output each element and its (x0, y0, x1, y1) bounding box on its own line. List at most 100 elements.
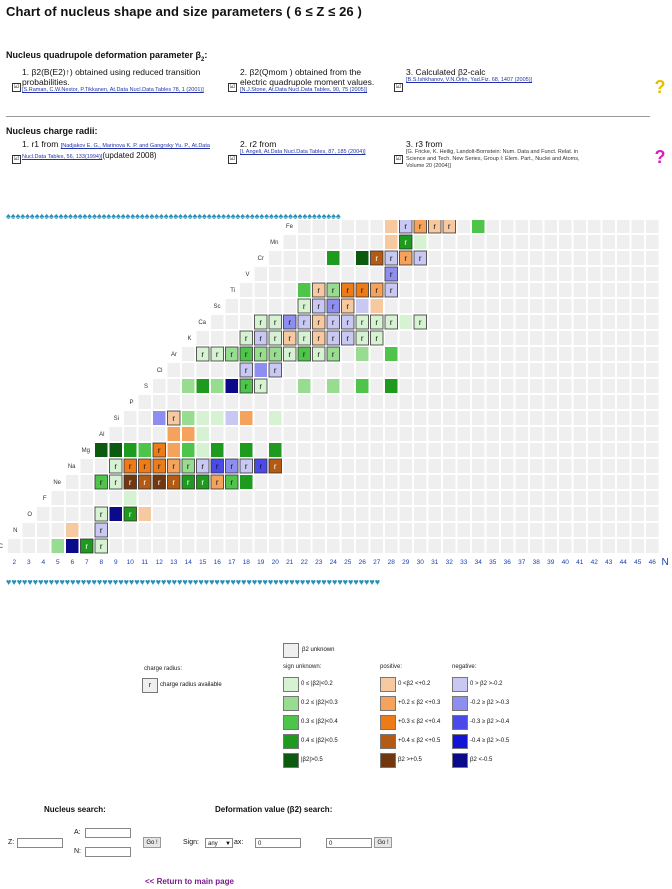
nuclide-cell[interactable] (588, 491, 601, 505)
nuclide-cell[interactable] (298, 235, 311, 249)
nuclide-cell[interactable] (312, 379, 326, 393)
nuclide-cell[interactable] (428, 220, 442, 234)
nuclide-cell[interactable] (602, 523, 616, 537)
element-label[interactable]: Ca (198, 320, 206, 326)
nuclide-cell[interactable] (631, 315, 645, 329)
nuclide-cell[interactable] (312, 363, 326, 377)
nuclide-cell[interactable] (80, 491, 94, 505)
nuclide-cell[interactable] (559, 220, 572, 233)
nuclide-cell[interactable] (312, 427, 326, 441)
nuclide-cell[interactable] (312, 411, 326, 425)
nuclide-cell[interactable] (602, 539, 616, 553)
nuclide-cell[interactable] (341, 251, 355, 265)
nuclide-cell[interactable] (544, 331, 558, 345)
nuclide-cell[interactable] (646, 251, 659, 265)
nuclide-cell[interactable] (385, 475, 398, 489)
nuclide-cell[interactable] (225, 539, 239, 553)
nuclide-cell[interactable] (196, 539, 210, 553)
nuclide-cell[interactable] (312, 395, 326, 409)
nuclide-cell[interactable] (413, 314, 427, 330)
nuclide-cell[interactable] (428, 251, 442, 265)
nuclide-cell[interactable] (326, 282, 340, 298)
element-label[interactable]: P (129, 400, 133, 406)
nuclide-cell[interactable] (443, 539, 456, 553)
nuclide-cell[interactable] (399, 411, 413, 425)
nuclide-cell[interactable] (240, 299, 253, 313)
nuclide-cell[interactable] (298, 475, 311, 489)
nuclide-cell[interactable] (254, 283, 268, 297)
nuclide-cell[interactable] (356, 427, 369, 441)
nuclide-cell[interactable] (544, 220, 558, 233)
nuclide-cell[interactable] (152, 474, 166, 490)
nuclide-cell[interactable] (211, 443, 224, 457)
nuclide-cell[interactable] (399, 427, 413, 441)
nuclide-cell[interactable] (138, 539, 152, 553)
nuclide-cell[interactable] (254, 539, 268, 553)
nuclide-cell[interactable] (515, 475, 529, 489)
nuclide-cell[interactable] (501, 331, 514, 345)
nuclide-cell[interactable] (486, 539, 500, 553)
nuclide-cell[interactable] (370, 330, 384, 346)
nuclide-cell[interactable] (573, 283, 587, 297)
nuclide-cell[interactable] (631, 347, 645, 361)
nuclide-cell[interactable] (312, 539, 326, 553)
nuclide-cell[interactable] (225, 299, 239, 313)
nuclide-cell[interactable] (399, 491, 413, 505)
nuclide-cell[interactable] (124, 411, 137, 425)
nuclide-cell[interactable] (472, 315, 485, 329)
nuclide-cell[interactable] (399, 234, 413, 250)
nuclide-cell[interactable] (617, 347, 630, 361)
nuclide-cell[interactable] (544, 427, 558, 441)
nuclide-cell[interactable] (631, 235, 645, 249)
nuclide-cell[interactable] (515, 491, 529, 505)
nuclide-cell[interactable] (225, 315, 239, 329)
nuclide-cell[interactable] (631, 411, 645, 425)
nuclide-cell[interactable] (501, 267, 514, 281)
nuclide-cell[interactable] (240, 427, 253, 441)
nuclide-cell[interactable] (428, 491, 442, 505)
nuclide-cell[interactable] (312, 330, 326, 346)
nuclide-cell[interactable] (370, 314, 384, 330)
nuclide-cell[interactable] (211, 315, 224, 329)
nuclide-cell[interactable] (283, 379, 297, 393)
nuclide-cell[interactable] (472, 395, 485, 409)
nuclide-cell[interactable] (530, 283, 543, 297)
nuclide-cell[interactable] (515, 507, 529, 521)
nuclide-cell[interactable] (196, 474, 210, 490)
nuclide-cell[interactable] (573, 379, 587, 393)
nuclide-cell[interactable] (617, 475, 630, 489)
nuclide-cell[interactable] (167, 395, 181, 409)
nuclide-cell[interactable] (399, 267, 413, 281)
nuclide-cell[interactable] (602, 411, 616, 425)
nuclide-cell[interactable] (312, 282, 326, 298)
nuclide-cell[interactable] (327, 220, 340, 233)
nuclide-cell[interactable] (559, 283, 572, 297)
nuclide-cell[interactable] (544, 235, 558, 249)
nuclide-cell[interactable] (413, 220, 427, 234)
nuclide-cell[interactable] (457, 363, 471, 377)
nuclide-cell[interactable] (269, 395, 282, 409)
nuclide-cell[interactable] (588, 475, 601, 489)
beta-from-input[interactable]: 0 (255, 838, 301, 848)
nuclide-cell[interactable] (269, 507, 282, 521)
nuclide-cell[interactable] (51, 491, 65, 505)
nuclide-cell[interactable] (341, 443, 355, 457)
nuclide-cell[interactable] (254, 378, 268, 394)
nuclide-cell[interactable] (385, 539, 398, 553)
nuclide-cell[interactable] (472, 283, 485, 297)
nuclide-cell[interactable] (573, 220, 587, 233)
nuclide-cell[interactable] (269, 443, 282, 457)
nuclide-cell[interactable] (239, 330, 253, 346)
nuclide-cell[interactable] (631, 299, 645, 313)
nuclide-cell[interactable] (602, 395, 616, 409)
nuclide-cell[interactable] (472, 363, 485, 377)
nuclide-cell[interactable] (530, 427, 543, 441)
nuclide-cell[interactable] (399, 507, 413, 521)
nuclide-cell[interactable] (443, 507, 456, 521)
nuclide-cell[interactable] (124, 523, 137, 537)
nuclide-cell[interactable] (399, 475, 413, 489)
nuclide-cell[interactable] (457, 491, 471, 505)
nuclide-cell[interactable] (544, 507, 558, 521)
nuclide-cell[interactable] (327, 475, 340, 489)
nuclide-cell[interactable] (631, 539, 645, 553)
